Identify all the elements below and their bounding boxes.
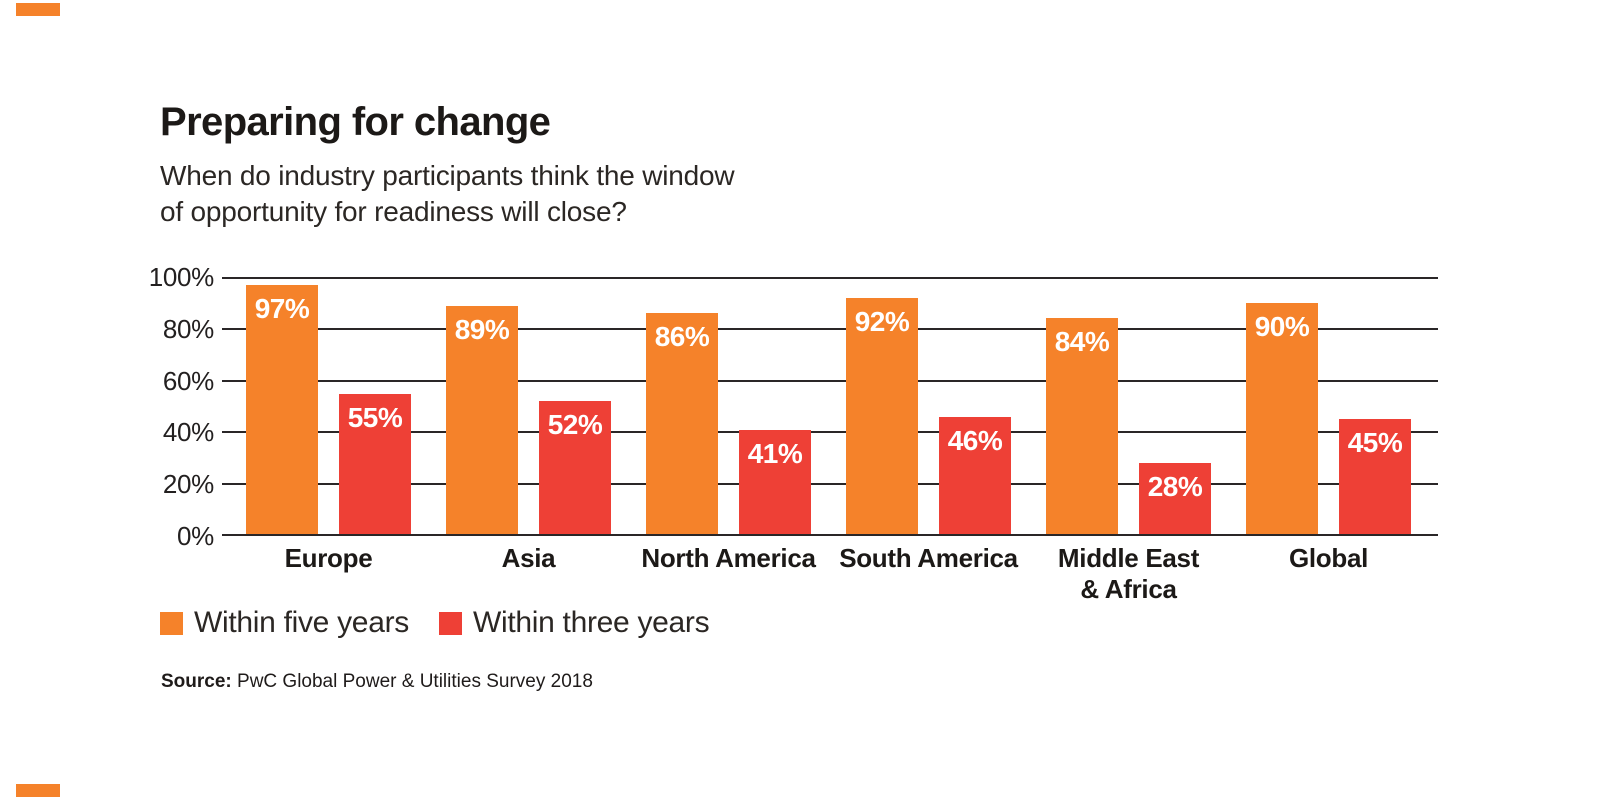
chart-header: Preparing for change When do industry pa… [160, 100, 1060, 230]
bar-value-label: 97% [254, 292, 310, 324]
bar-value-label: 86% [654, 321, 710, 353]
bar-within-three-years-asia: 52% [539, 401, 611, 536]
category-label-global: Global [1288, 543, 1369, 573]
bar-within-three-years-south-america: 46% [939, 416, 1011, 536]
bar-within-five-years-north-america: 86% [646, 313, 718, 536]
y-tick-label-100: 100% [148, 262, 215, 292]
y-tick-label-0: 0% [177, 521, 214, 551]
bar-within-three-years-global: 45% [1339, 419, 1411, 536]
corner-mark-top-left [16, 3, 60, 16]
gridline-100 [222, 277, 1438, 279]
chart-title: Preparing for change [160, 100, 551, 144]
category-label-middle-east-africa: Middle East & Africa [1057, 543, 1200, 604]
source-note: Source: PwC Global Power & Utilities Sur… [161, 670, 593, 694]
bar-within-five-years-asia: 89% [446, 305, 518, 536]
subtitle-line-1: When do industry participants think the … [160, 160, 735, 191]
bar-within-three-years-europe: 55% [339, 393, 411, 536]
bar-within-five-years-europe: 97% [246, 284, 318, 536]
bar-within-five-years-global: 90% [1246, 302, 1318, 536]
bar-value-label: 45% [1347, 427, 1403, 459]
corner-mark-bottom-left [16, 784, 60, 797]
chart-subtitle: When do industry participants think the … [160, 158, 1060, 230]
bar-value-label: 46% [947, 424, 1003, 456]
source-prefix: Source: [161, 671, 232, 692]
legend-item-within-three-years: Within three years [438, 606, 710, 640]
gridline-80 [222, 327, 1438, 330]
legend: Within five years Within three years [160, 606, 739, 640]
y-tick-label-40: 40% [162, 417, 214, 448]
bar-value-label: 84% [1054, 326, 1110, 358]
bar-value-label: 90% [1254, 310, 1310, 342]
y-axis: 100% 80% 60% 40% 20% 0% [0, 264, 215, 549]
bar-value-label: 52% [547, 409, 603, 441]
bar-within-five-years-middle-east-africa: 84% [1046, 318, 1118, 536]
source-text: PwC Global Power & Utilities Survey 2018 [231, 671, 593, 692]
y-tick-label-20: 20% [162, 469, 214, 500]
bar-value-label: 89% [454, 313, 510, 345]
legend-swatch-icon [438, 611, 462, 635]
legend-item-within-five-years: Within five years [160, 606, 409, 640]
gridline-40 [222, 431, 1438, 434]
gridline-60 [222, 379, 1438, 382]
y-tick-label-60: 60% [162, 365, 214, 396]
bar-value-label: 55% [347, 401, 403, 433]
category-label-north-america: North America [641, 543, 816, 573]
category-label-south-america: South America [839, 543, 1018, 573]
bar-value-label: 92% [854, 305, 910, 337]
legend-label: Within five years [194, 606, 409, 639]
bar-within-three-years-middle-east-africa: 28% [1139, 463, 1211, 536]
subtitle-line-2: of opportunity for readiness will close? [160, 196, 627, 227]
category-label-europe: Europe [284, 543, 373, 573]
legend-swatch-icon [160, 611, 183, 635]
bar-value-label: 28% [1147, 471, 1203, 503]
legend-label: Within three years [472, 606, 710, 639]
bar-value-label: 41% [747, 437, 803, 469]
gridline-20 [222, 483, 1438, 486]
category-label-asia: Asia [501, 543, 556, 573]
bar-within-three-years-north-america: 41% [739, 429, 811, 536]
gridline-0 [222, 534, 1438, 536]
plot-area: 97% 89% 86% 92% 84% 90% 55% 52% 41% 46% 28% 45% [222, 277, 1438, 536]
y-tick-label-80: 80% [162, 313, 214, 344]
x-axis-labels: Europe Asia North America South America Midd… [222, 543, 1438, 613]
bar-within-five-years-south-america: 92% [846, 297, 918, 536]
